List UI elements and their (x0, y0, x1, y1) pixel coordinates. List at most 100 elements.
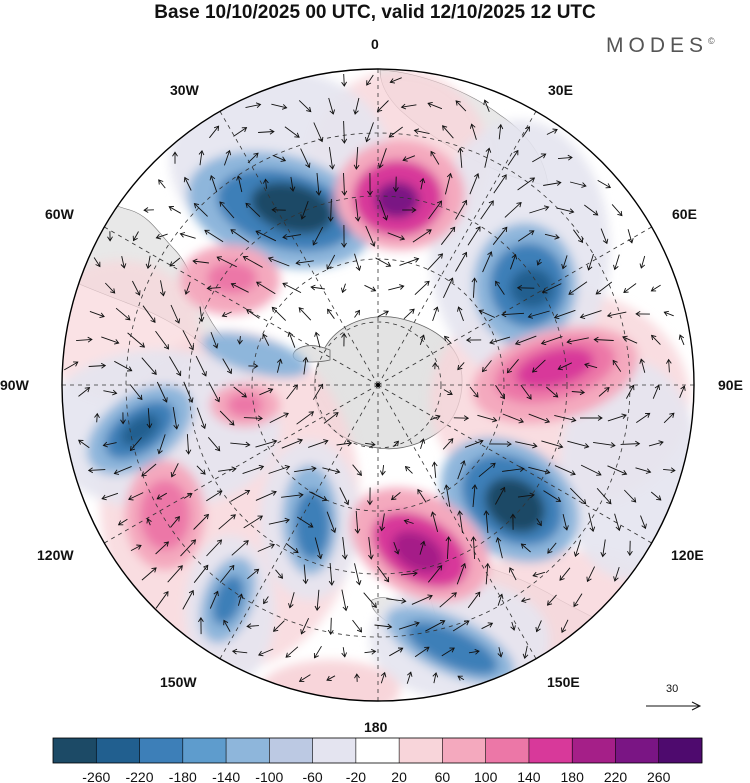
brand-mark: © (708, 36, 715, 46)
wind-arrow (117, 518, 128, 526)
map-title: Base 10/10/2025 00 UTC, valid 12/10/2025… (154, 2, 596, 23)
wind-arrow (294, 465, 317, 473)
wind-arrow (467, 591, 481, 609)
wind-arrow (613, 254, 620, 271)
wind-arrow (557, 362, 572, 371)
wind-arrow (313, 122, 324, 143)
wind-arrow (341, 224, 347, 248)
wind-arrow (464, 439, 484, 448)
wind-arrow (452, 620, 470, 632)
wind-arrow (430, 511, 439, 533)
wind-arrow (289, 176, 296, 192)
wind-arrow (243, 515, 264, 529)
wind-arrow (242, 255, 263, 268)
wind-arrow (195, 355, 207, 377)
wind-arrow (76, 336, 93, 343)
wind-arrow (219, 410, 235, 426)
wind-arrow (377, 310, 389, 318)
wind-arrow (155, 541, 170, 555)
wind-arrow (223, 149, 232, 166)
wind-arrow (432, 361, 438, 370)
wind-arrow (268, 517, 290, 525)
wind-arrow (364, 648, 377, 655)
wind-arrow (432, 306, 439, 322)
wind-arrow (439, 592, 457, 608)
wind-arrow (455, 199, 468, 220)
wind-arrow (193, 564, 209, 583)
wind-arrow (314, 537, 323, 560)
wind-arrow (432, 672, 439, 684)
wind-arrow (652, 384, 661, 399)
wind-arrow (517, 492, 535, 499)
wind-arrow (402, 155, 416, 162)
wind-arrow (262, 178, 269, 189)
wind-arrow (663, 467, 676, 474)
wind-arrow (179, 232, 196, 239)
wind-arrow (635, 467, 652, 474)
wind-arrow (245, 102, 262, 109)
wind-arrow (268, 464, 291, 474)
wind-arrow (233, 386, 247, 398)
colorbar-swatch (355, 738, 400, 763)
wind-arrow (182, 330, 194, 351)
brand-name: MODES (606, 34, 709, 57)
wind-arrow (443, 389, 453, 395)
wind-arrow (400, 570, 418, 577)
wind-arrow (198, 149, 205, 166)
wind-arrow (598, 387, 610, 397)
wind-arrow (444, 172, 453, 195)
wind-arrow (595, 281, 613, 295)
wind-arrow (255, 281, 276, 295)
wind-arrow (579, 310, 602, 320)
wind-arrow (88, 362, 107, 369)
wind-arrow (159, 280, 166, 297)
wind-arrow (457, 510, 463, 533)
wind-arrow (284, 126, 300, 138)
colorbar-frame (52, 737, 703, 764)
wind-arrow (639, 358, 646, 373)
wind-arrow (517, 177, 536, 191)
colorbar-tick-label: -140 (212, 769, 240, 783)
wind-arrow (132, 231, 139, 242)
wind-arrow (399, 257, 420, 266)
latitude-circle (314, 321, 442, 449)
wind-arrow (387, 232, 406, 241)
wind-arrow (411, 594, 433, 605)
wind-arrow (484, 562, 491, 585)
wind-arrow (172, 407, 180, 430)
wind-arrow (613, 566, 620, 582)
wind-arrow (427, 101, 443, 110)
wind-arrow (327, 198, 334, 222)
wind-arrow (341, 647, 348, 658)
wind-arrow (312, 226, 324, 246)
wind-arrow (600, 539, 607, 558)
wind-arrow (156, 492, 168, 500)
wind-arrow (336, 440, 353, 447)
wind-arrow (237, 336, 243, 345)
wind-arrow (322, 467, 341, 475)
wind-arrow (419, 334, 426, 345)
wind-arrow (223, 619, 231, 632)
wind-arrow (606, 311, 627, 318)
wind-arrow (509, 567, 517, 581)
colorbar-tick-label: -180 (169, 769, 197, 783)
wind-arrow (209, 125, 220, 139)
wind-arrow (353, 97, 360, 115)
colorbar-swatch (53, 738, 97, 763)
wind-arrow (120, 256, 127, 269)
colorbar-swatch (658, 738, 703, 763)
wind-arrow (323, 412, 339, 424)
wind-arrow (651, 334, 661, 345)
colorbar-swatch (139, 738, 184, 763)
lon-label-150w: 150W (160, 674, 197, 690)
wind-arrow (469, 386, 479, 398)
wind-arrow (442, 438, 454, 450)
wind-arrow (207, 437, 221, 452)
wind-arrow (547, 542, 557, 554)
wind-arrow (455, 100, 467, 112)
wind-arrow (367, 487, 373, 506)
wind-arrow (142, 305, 156, 323)
wind-arrow (255, 230, 277, 242)
wind-arrow (263, 596, 269, 605)
wind-arrow (427, 253, 444, 271)
